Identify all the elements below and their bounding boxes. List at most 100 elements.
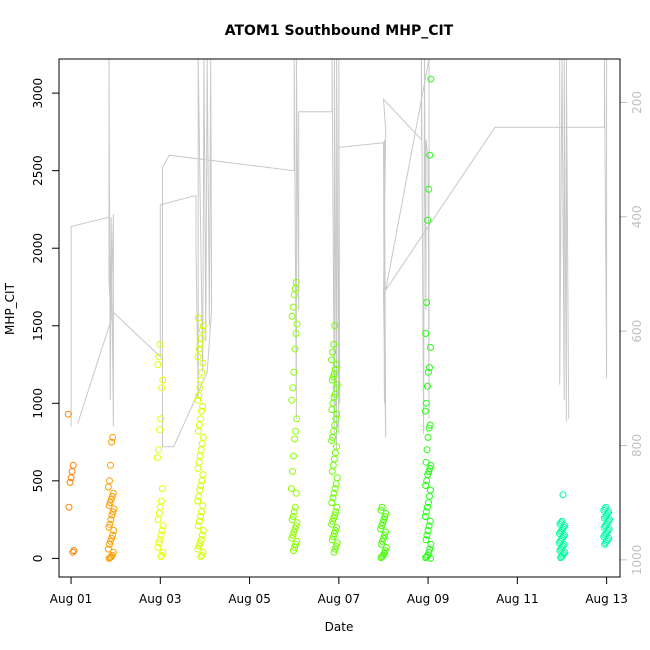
data-point — [328, 376, 336, 384]
data-point — [199, 322, 207, 330]
data-point — [194, 396, 202, 404]
data-point — [427, 75, 435, 83]
data-point — [422, 399, 430, 407]
data-point — [421, 513, 429, 520]
data-point — [108, 438, 116, 446]
trace-line — [70, 58, 608, 450]
data-point — [106, 554, 114, 562]
data-point — [293, 320, 301, 328]
point-series — [154, 340, 167, 561]
data-point — [156, 340, 164, 348]
data-point — [426, 492, 433, 500]
data-point — [331, 322, 339, 330]
data-point — [194, 464, 202, 472]
data-point — [330, 530, 338, 538]
data-point — [157, 497, 165, 505]
y-tick-label: 1000 — [31, 388, 45, 419]
data-point — [291, 435, 299, 443]
data-point — [333, 503, 341, 511]
data-point — [154, 361, 162, 368]
data-point — [105, 502, 113, 510]
y2-tick-label: 200 — [630, 91, 644, 114]
data-point — [106, 477, 113, 485]
data-point — [424, 368, 432, 376]
data-point — [197, 536, 205, 544]
data-point — [379, 551, 387, 559]
data-point — [424, 499, 432, 507]
data-point — [104, 483, 112, 491]
data-point — [197, 553, 205, 561]
data-point — [159, 376, 167, 384]
data-point — [108, 492, 116, 500]
data-point — [426, 151, 434, 159]
data-point — [158, 551, 166, 559]
data-point — [157, 553, 165, 561]
data-point — [328, 520, 336, 528]
data-point — [330, 455, 338, 463]
data-point — [559, 551, 567, 559]
data-point — [558, 553, 566, 561]
data-point — [157, 531, 165, 539]
data-point — [108, 511, 116, 519]
y-tick-label: 2000 — [31, 233, 45, 264]
data-point — [380, 534, 387, 542]
data-point — [194, 353, 202, 361]
data-point — [104, 545, 112, 553]
data-point — [382, 544, 390, 551]
data-point — [291, 544, 299, 551]
data-point — [154, 544, 162, 551]
data-point — [423, 446, 431, 454]
data-point — [331, 527, 339, 534]
x-tick-label: Aug 13 — [585, 592, 628, 606]
data-point — [329, 373, 337, 381]
data-point — [197, 513, 204, 520]
data-point — [330, 548, 338, 556]
data-point — [158, 527, 166, 534]
data-point — [377, 540, 385, 548]
data-point — [109, 433, 117, 441]
data-point — [291, 345, 299, 353]
data-point — [330, 370, 338, 378]
data-point — [156, 503, 164, 511]
data-point — [108, 534, 116, 542]
data-point — [381, 513, 389, 520]
data-point — [293, 415, 301, 423]
data-point — [199, 433, 207, 441]
data-point — [287, 485, 295, 493]
data-point — [333, 410, 341, 418]
y-tick-label: 500 — [31, 469, 45, 492]
data-point — [290, 508, 298, 516]
point-series — [421, 75, 435, 562]
data-point — [107, 516, 115, 524]
data-point — [379, 519, 387, 527]
data-point — [328, 406, 336, 413]
point-series — [287, 278, 301, 555]
data-point — [382, 509, 390, 517]
data-point — [378, 537, 386, 545]
data-point — [424, 216, 432, 224]
plot-frame — [58, 58, 621, 578]
data-point — [199, 471, 207, 479]
data-point — [381, 531, 388, 539]
data-point — [331, 545, 339, 553]
data-point — [195, 421, 203, 429]
data-point — [332, 508, 340, 516]
data-point — [66, 478, 74, 486]
data-point — [64, 410, 72, 418]
point-series — [64, 410, 78, 556]
data-point — [601, 540, 608, 548]
x-tick-label: Aug 03 — [139, 592, 182, 606]
data-point — [197, 415, 204, 423]
data-point — [559, 491, 567, 499]
data-point — [425, 424, 433, 432]
y2-tick-label: 800 — [630, 434, 644, 457]
data-point — [107, 537, 114, 545]
x-tick-label: Aug 09 — [407, 592, 450, 606]
data-point — [378, 553, 386, 561]
data-point — [328, 536, 336, 544]
data-point — [333, 539, 341, 547]
data-point — [196, 452, 204, 460]
data-point — [198, 508, 205, 516]
data-point — [330, 489, 338, 497]
